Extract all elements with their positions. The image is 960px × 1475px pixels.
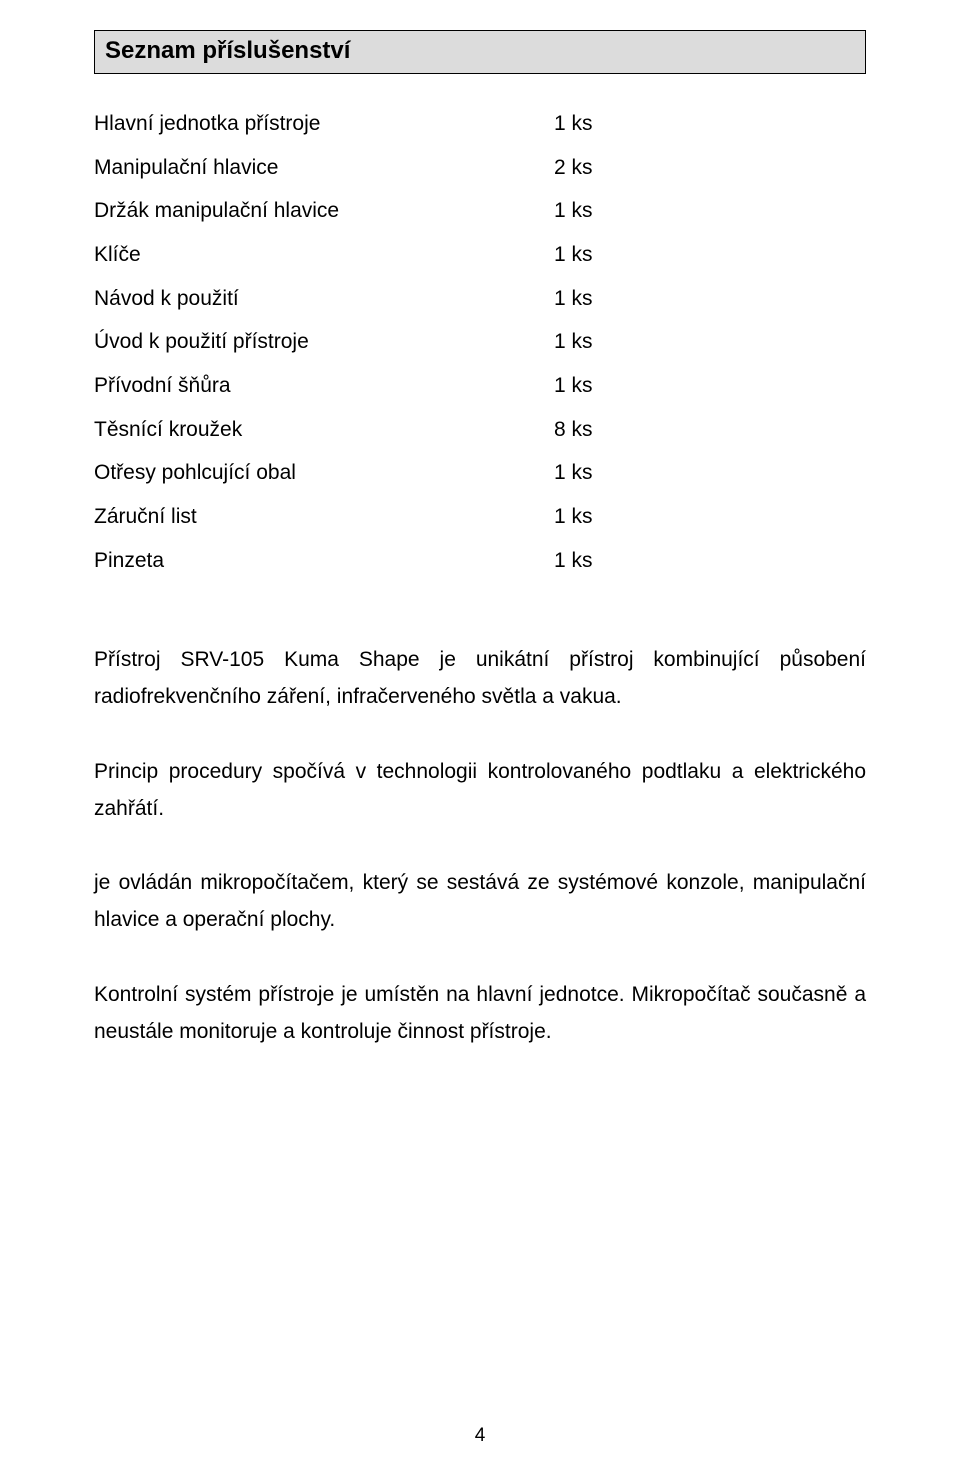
item-label: Úvod k použití přístroje bbox=[94, 320, 554, 364]
table-row: Záruční list 1 ks bbox=[94, 495, 674, 539]
item-qty: 1 ks bbox=[554, 364, 674, 408]
item-qty: 8 ks bbox=[554, 408, 674, 452]
item-qty: 1 ks bbox=[554, 539, 674, 583]
table-row: Manipulační hlavice 2 ks bbox=[94, 146, 674, 190]
item-label: Držák manipulační hlavice bbox=[94, 189, 554, 233]
paragraph: Princip procedury spočívá v technologii … bbox=[94, 754, 866, 828]
page: Seznam příslušenství Hlavní jednotka pří… bbox=[0, 0, 960, 1475]
table-row: Hlavní jednotka přístroje 1 ks bbox=[94, 102, 674, 146]
accessories-table: Hlavní jednotka přístroje 1 ks Manipulač… bbox=[94, 102, 674, 582]
item-qty: 2 ks bbox=[554, 146, 674, 190]
table-row: Klíče 1 ks bbox=[94, 233, 674, 277]
item-qty: 1 ks bbox=[554, 233, 674, 277]
paragraph: je ovládán mikropočítačem, který se sest… bbox=[94, 865, 866, 939]
item-label: Otřesy pohlcující obal bbox=[94, 451, 554, 495]
item-qty: 1 ks bbox=[554, 102, 674, 146]
section-title: Seznam příslušenství bbox=[105, 37, 350, 64]
item-label: Přívodní šňůra bbox=[94, 364, 554, 408]
table-row: Pinzeta 1 ks bbox=[94, 539, 674, 583]
table-row: Úvod k použití přístroje 1 ks bbox=[94, 320, 674, 364]
page-number: 4 bbox=[0, 1425, 960, 1447]
paragraph: Kontrolní systém přístroje je umístěn na… bbox=[94, 977, 866, 1051]
item-qty: 1 ks bbox=[554, 277, 674, 321]
table-row: Těsnící kroužek 8 ks bbox=[94, 408, 674, 452]
table-row: Přívodní šňůra 1 ks bbox=[94, 364, 674, 408]
table-row: Návod k použití 1 ks bbox=[94, 277, 674, 321]
table-row: Otřesy pohlcující obal 1 ks bbox=[94, 451, 674, 495]
paragraph: Přístroj SRV-105 Kuma Shape je unikátní … bbox=[94, 642, 866, 716]
item-label: Těsnící kroužek bbox=[94, 408, 554, 452]
table-row: Držák manipulační hlavice 1 ks bbox=[94, 189, 674, 233]
item-label: Pinzeta bbox=[94, 539, 554, 583]
item-label: Manipulační hlavice bbox=[94, 146, 554, 190]
item-qty: 1 ks bbox=[554, 495, 674, 539]
item-label: Hlavní jednotka přístroje bbox=[94, 102, 554, 146]
item-label: Návod k použití bbox=[94, 277, 554, 321]
item-qty: 1 ks bbox=[554, 451, 674, 495]
section-title-box: Seznam příslušenství bbox=[94, 30, 866, 74]
item-label: Klíče bbox=[94, 233, 554, 277]
item-qty: 1 ks bbox=[554, 189, 674, 233]
item-label: Záruční list bbox=[94, 495, 554, 539]
item-qty: 1 ks bbox=[554, 320, 674, 364]
